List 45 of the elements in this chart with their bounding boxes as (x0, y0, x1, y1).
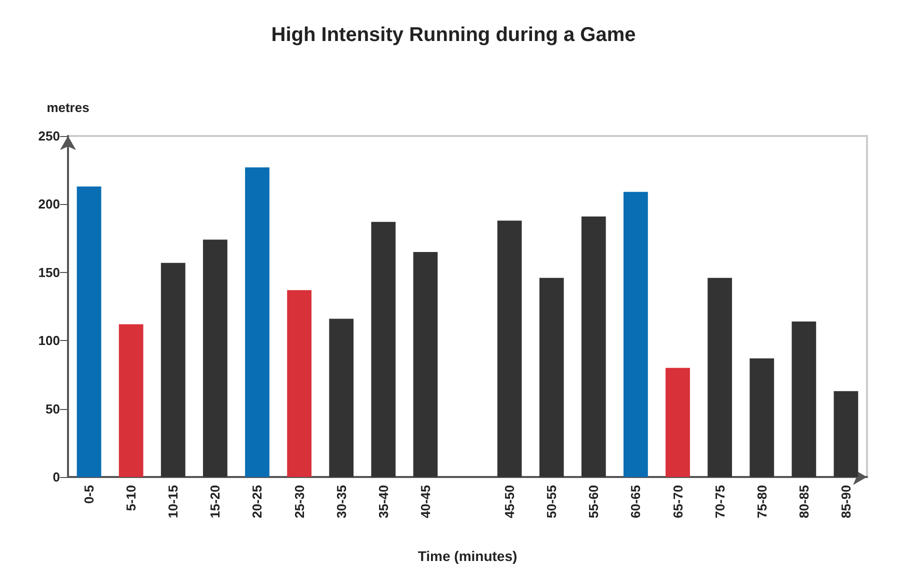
bar (708, 278, 732, 477)
x-tick-label: 70-75 (712, 485, 728, 518)
bar (666, 368, 690, 477)
bar (329, 318, 354, 477)
y-tick-label: 50 (46, 401, 60, 416)
x-tick-label: 10-15 (166, 485, 181, 518)
x-tick-label: 35-40 (376, 485, 391, 518)
x-tick-label: 20-25 (250, 485, 265, 518)
x-tick-label: 40-45 (418, 485, 433, 518)
bar (497, 220, 522, 477)
x-tick-label: 0-5 (82, 485, 97, 504)
bar (245, 167, 270, 477)
x-tick-label: 55-60 (586, 485, 602, 518)
y-tick-label: 200 (38, 196, 60, 212)
bar (581, 216, 606, 477)
bar (371, 222, 396, 477)
bar (792, 322, 816, 477)
y-tick-label: 0 (52, 470, 60, 484)
y-tick-label: 100 (38, 333, 60, 348)
y-tick-label: 250 (38, 128, 60, 144)
x-tick-label: 75-80 (754, 485, 770, 518)
x-tick-label: 45-50 (502, 485, 518, 518)
bar (118, 324, 144, 477)
bar (160, 262, 186, 477)
x-tick-label: 5-10 (124, 485, 139, 512)
bar (202, 240, 228, 477)
x-tick-label: 25-30 (292, 485, 307, 518)
x-tick-label: 80-85 (796, 485, 812, 518)
bar (750, 358, 774, 477)
bar (413, 252, 438, 477)
bar (539, 278, 564, 477)
x-axis-title: Time (minutes) (418, 548, 518, 564)
bar (834, 391, 858, 477)
bar (624, 192, 648, 477)
y-tick-label: 150 (38, 264, 60, 280)
x-tick-label: 15-20 (208, 485, 223, 518)
x-tick-label: 30-35 (334, 485, 349, 518)
x-tick-label: 65-70 (670, 485, 686, 518)
bar (287, 290, 312, 477)
x-tick-label: 50-55 (544, 485, 560, 518)
x-tick-label: 85-90 (838, 485, 854, 518)
chart-title: High Intensity Running during a Game (271, 24, 636, 46)
x-tick-label: 60-65 (628, 485, 644, 518)
bar (76, 186, 102, 477)
y-axis-title: metres (46, 100, 90, 115)
